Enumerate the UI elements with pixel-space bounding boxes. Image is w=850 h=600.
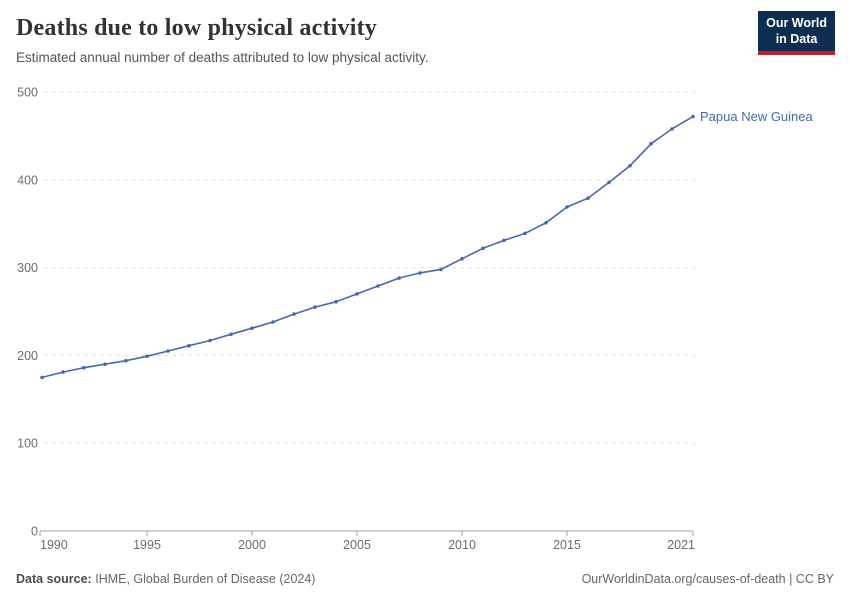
data-point-2005[interactable] [355, 292, 359, 296]
data-point-2017[interactable] [607, 180, 611, 185]
data-source: Data source: IHME, Global Burden of Dise… [16, 572, 315, 586]
data-point-2002[interactable] [292, 312, 296, 316]
chart-footer: Data source: IHME, Global Burden of Dise… [16, 572, 834, 586]
x-tick-label-2015: 2015 [553, 538, 581, 550]
x-tick-label-2005: 2005 [343, 538, 371, 550]
line-chart-canvas[interactable]: 0 100 200 300 400 500 1990 1995 2000 2005 2010 2015… [0, 80, 850, 551]
data-point-2011[interactable] [481, 246, 485, 251]
data-point-2008[interactable] [418, 271, 422, 275]
x-tick-label-2021: 2021 [667, 538, 695, 550]
data-point-2006[interactable] [376, 284, 380, 288]
owid-logo-line1: Our World [766, 16, 827, 30]
page-title: Deaths due to low physical activity [16, 15, 377, 41]
series-end-label[interactable]: Papua New Guinea [700, 109, 814, 124]
data-point-2018[interactable] [628, 164, 632, 168]
data-source-value: IHME, Global Burden of Disease (2024) [95, 572, 316, 586]
data-point-1990[interactable] [40, 375, 44, 380]
owid-logo-line2: in Data [775, 31, 818, 46]
data-point-1996[interactable] [166, 349, 170, 353]
data-point-2010[interactable] [460, 257, 464, 261]
x-tick-label-1995: 1995 [133, 538, 161, 550]
y-tick-label-400: 400 [17, 173, 38, 187]
data-point-2001[interactable] [271, 320, 275, 324]
data-point-2012[interactable] [502, 238, 506, 243]
data-point-1999[interactable] [229, 332, 233, 337]
data-point-2014[interactable] [544, 221, 548, 225]
data-point-2007[interactable] [397, 276, 401, 280]
data-point-2015[interactable] [565, 205, 569, 209]
y-tick-label-0: 0 [31, 525, 38, 539]
footer-attribution: OurWorldinData.org/causes-of-death | CC … [581, 572, 834, 586]
chart-header: Deaths due to low physical activity Esti… [0, 0, 850, 65]
chart-subtitle: Estimated annual number of deaths attrib… [16, 49, 429, 65]
series-line[interactable] [41, 115, 694, 379]
x-tick-label-2000: 2000 [238, 538, 266, 550]
data-point-1992[interactable] [82, 365, 86, 370]
data-point-1995[interactable] [145, 354, 149, 359]
x-tick-label-1990: 1990 [40, 538, 68, 550]
y-tick-label-500: 500 [17, 86, 38, 100]
data-point-1997[interactable] [187, 343, 191, 348]
data-point-1994[interactable] [124, 358, 128, 363]
line-chart[interactable]: 0 100 200 300 400 500 1990 1995 2000 2005 2010 2015… [0, 80, 850, 551]
y-tick-label-300: 300 [17, 261, 38, 275]
data-point-1991[interactable] [61, 370, 65, 374]
data-point-1998[interactable] [208, 338, 212, 343]
x-tick-label-2010: 2010 [448, 538, 476, 550]
y-tick-label-200: 200 [17, 349, 38, 363]
data-point-2020[interactable] [670, 127, 674, 131]
y-tick-label-100: 100 [17, 437, 38, 451]
data-point-2019[interactable] [649, 142, 653, 146]
title-block: Deaths due to low physical activity Esti… [16, 14, 428, 65]
data-point-2021[interactable] [691, 114, 695, 119]
data-source-label: Data source: [16, 572, 92, 586]
data-point-2009[interactable] [439, 267, 443, 272]
owid-logo[interactable]: Our World in Data [758, 11, 835, 56]
data-point-2003[interactable] [313, 305, 317, 309]
data-point-1993[interactable] [103, 362, 107, 367]
data-point-2013[interactable] [523, 231, 527, 236]
data-point-2016[interactable] [586, 196, 590, 200]
data-point-2000[interactable] [250, 326, 254, 330]
data-point-2004[interactable] [334, 300, 338, 304]
